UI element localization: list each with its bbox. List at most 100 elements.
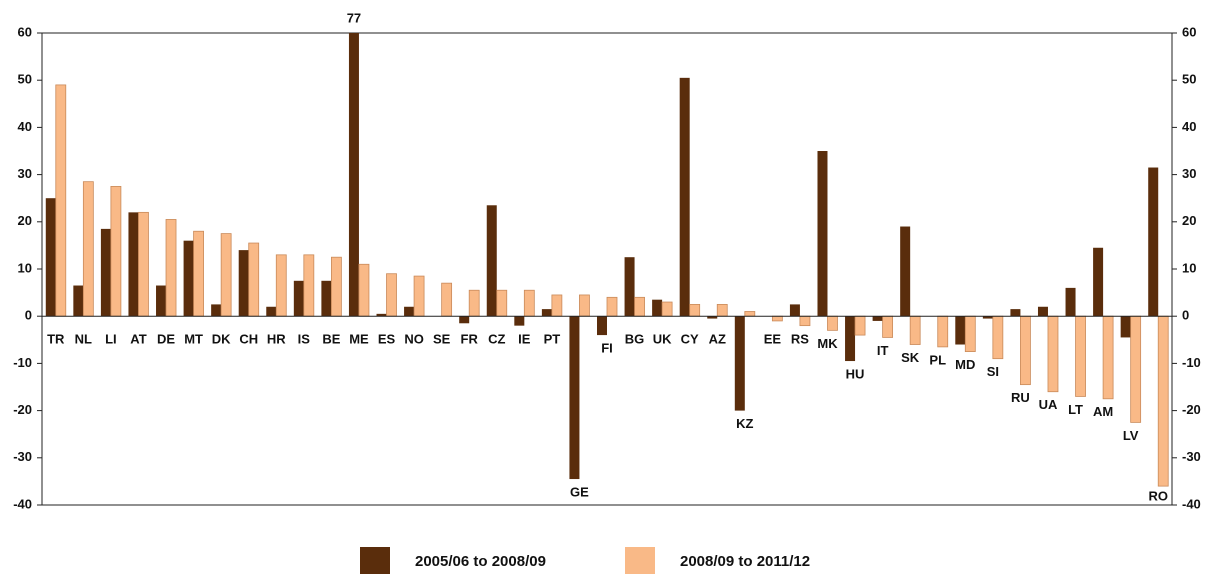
x-tick-label: EE	[764, 332, 782, 347]
bar	[496, 289, 508, 317]
bar	[771, 315, 783, 322]
y2-tick-label: 30	[1182, 166, 1196, 181]
bar	[845, 316, 856, 362]
bar	[165, 219, 177, 317]
bar	[45, 198, 56, 317]
bar	[1120, 316, 1131, 338]
bar	[303, 254, 315, 317]
y-tick-label: 20	[18, 213, 32, 228]
bar	[486, 205, 497, 317]
x-tick-label: GE	[570, 484, 589, 499]
x-tick-label: NL	[75, 332, 92, 347]
y2-tick-label: -40	[1182, 496, 1201, 511]
bar	[73, 285, 84, 317]
bar	[110, 185, 122, 317]
y2-tick-label: 60	[1182, 24, 1196, 39]
x-tick-label: LV	[1123, 428, 1139, 443]
bar	[964, 315, 976, 353]
bar	[716, 303, 728, 317]
bar	[882, 315, 894, 338]
y2-tick-label: 10	[1182, 260, 1196, 275]
bar	[827, 315, 838, 331]
bar	[1075, 315, 1086, 397]
y-tick-label: 30	[18, 166, 32, 181]
bar	[128, 212, 139, 317]
bar	[1148, 167, 1159, 317]
x-tick-label: RU	[1011, 390, 1030, 405]
bar	[551, 294, 563, 317]
bar	[679, 77, 690, 317]
bar	[413, 275, 425, 317]
bar	[597, 316, 607, 336]
x-tick-label: SK	[901, 350, 920, 365]
bar	[937, 315, 949, 348]
bar	[689, 303, 701, 317]
bar	[569, 316, 580, 480]
bar	[541, 309, 552, 317]
x-tick-label: HR	[267, 332, 286, 347]
x-tick-label: SI	[987, 364, 999, 379]
legend-swatch	[360, 547, 390, 574]
x-tick-label: PL	[929, 352, 946, 367]
bar	[1093, 247, 1104, 317]
y-tick-label: 60	[18, 24, 32, 39]
bar	[248, 242, 260, 317]
bar	[854, 315, 866, 336]
bar	[744, 311, 756, 317]
bar	[1020, 315, 1031, 386]
bar	[1102, 315, 1114, 400]
x-tick-label: MT	[184, 332, 203, 347]
bar	[624, 257, 635, 317]
bar	[211, 304, 222, 317]
y-tick-label: -10	[13, 355, 32, 370]
bar	[955, 316, 966, 345]
x-tick-label: ME	[349, 332, 369, 347]
x-tick-label: MK	[817, 336, 838, 351]
bar	[376, 313, 387, 317]
y2-tick-label: 50	[1182, 72, 1196, 87]
x-tick-label: MD	[955, 357, 975, 372]
bar	[358, 263, 370, 317]
x-tick-label: ES	[378, 332, 396, 347]
x-tick-label: CH	[239, 332, 258, 347]
bar	[909, 315, 921, 345]
x-tick-label: HU	[846, 366, 865, 381]
y2-tick-label: 0	[1182, 308, 1189, 323]
x-tick-label: FR	[461, 332, 479, 347]
x-tick-label: IS	[298, 332, 311, 347]
legend-label: 2008/09 to 2011/12	[680, 553, 810, 570]
x-tick-label: TR	[47, 332, 65, 347]
bar	[734, 316, 745, 411]
x-tick-label: UA	[1039, 397, 1058, 412]
x-tick-label: IE	[518, 332, 531, 347]
x-tick-label: LI	[105, 332, 117, 347]
y-tick-label: -40	[13, 496, 32, 511]
bar	[817, 151, 828, 317]
x-tick-label: BE	[322, 332, 340, 347]
value-label: 77	[347, 10, 361, 25]
bar	[872, 316, 883, 321]
legend-swatch	[625, 547, 655, 574]
bar	[275, 254, 287, 317]
legend-label: 2005/06 to 2008/09	[415, 553, 546, 570]
y-tick-label: 10	[18, 260, 32, 275]
x-tick-label: AZ	[709, 332, 726, 347]
x-tick-label: KZ	[736, 416, 753, 431]
bar	[183, 240, 194, 317]
x-tick-label: RO	[1148, 488, 1168, 503]
bar	[900, 226, 911, 317]
x-tick-label: NO	[404, 332, 424, 347]
bar	[579, 294, 590, 317]
bar	[1047, 315, 1059, 393]
bar	[193, 230, 204, 317]
x-tick-label: BG	[625, 332, 645, 347]
y-tick-label: 0	[25, 308, 32, 323]
bar	[100, 228, 111, 317]
bar	[1065, 287, 1076, 317]
bar	[330, 256, 342, 317]
y2-tick-label: 20	[1182, 213, 1196, 228]
x-tick-label: SE	[433, 332, 451, 347]
x-tick-label: DE	[157, 332, 175, 347]
x-tick-label: RS	[791, 332, 809, 347]
y2-tick-label: 40	[1182, 119, 1196, 134]
